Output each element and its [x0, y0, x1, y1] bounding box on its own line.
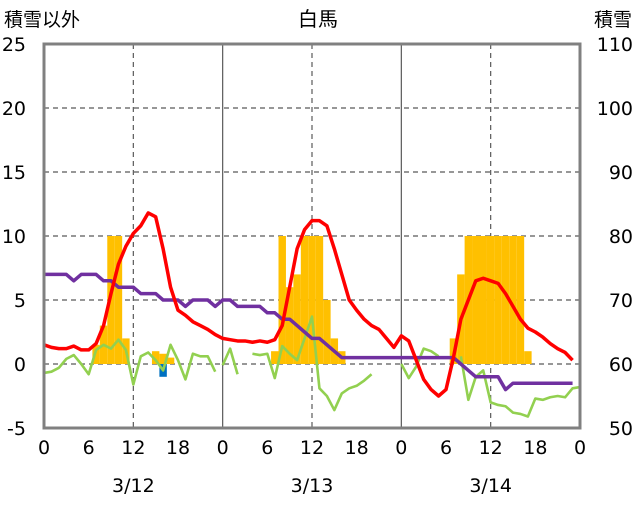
green-line-series	[252, 315, 373, 412]
date-label: 3/12	[112, 475, 155, 497]
green-line-series	[43, 338, 217, 386]
precipitation-bar	[516, 236, 525, 364]
plot-frame	[42, 42, 582, 430]
precipitation-bar	[300, 236, 309, 364]
temperature-line	[43, 211, 574, 398]
precipitation-bar	[479, 236, 487, 364]
x-tick-label: 6	[83, 437, 95, 459]
x-tick-label: 6	[440, 437, 452, 459]
y-axis-right-label: 積雪	[594, 9, 632, 31]
chart-title: 白馬	[298, 7, 338, 31]
x-tick-label: 12	[300, 437, 324, 459]
y-left-tick-label: 20	[2, 98, 26, 120]
precipitation-bar	[285, 287, 294, 364]
precipitation-bar	[92, 344, 100, 364]
y-left-tick-label: -5	[7, 418, 26, 440]
x-tick-label: 18	[345, 437, 369, 459]
y-right-tick-label: 110	[597, 34, 633, 56]
precipitation-bar	[114, 236, 123, 364]
x-tick-label: 18	[166, 437, 190, 459]
x-tick-label: 18	[523, 437, 547, 459]
y-left-tick-label: 0	[14, 354, 26, 376]
precipitation-bar	[293, 274, 301, 364]
date-label: 3/13	[291, 475, 334, 497]
x-tick-label: 0	[38, 437, 50, 459]
y-left-tick-label: 5	[14, 290, 26, 312]
x-tick-label: 12	[121, 437, 145, 459]
y-left-tick-label: 10	[2, 226, 26, 248]
frame-layer	[42, 42, 582, 430]
x-tick-label: 0	[574, 437, 586, 459]
precipitation-bar	[159, 353, 167, 364]
precipitation-bar	[509, 236, 517, 364]
snow-depth-line	[44, 272, 573, 392]
y-right-tick-label: 100	[597, 98, 633, 120]
precipitation-bar	[501, 236, 510, 364]
precipitation-bar	[271, 351, 279, 364]
y-left-tick-label: 25	[2, 34, 26, 56]
x-tick-label: 0	[217, 437, 229, 459]
y-right-tick-label: 80	[609, 226, 633, 248]
precipitation-bar	[494, 236, 502, 364]
green-line-series	[221, 347, 239, 375]
precipitation-bar	[323, 300, 331, 364]
y-left-tick-label: 15	[2, 162, 26, 184]
precipitation-bar	[486, 236, 495, 364]
precipitation-bar	[166, 357, 175, 364]
x-tick-label: 12	[479, 437, 503, 459]
lines-layer	[43, 211, 581, 418]
precipitation-bar	[524, 351, 532, 364]
precipitation-bar	[315, 236, 324, 364]
date-label: 3/14	[469, 475, 512, 497]
x-tick-label: 0	[395, 437, 407, 459]
precipitation-bar	[151, 351, 160, 364]
green-line-series	[459, 356, 581, 418]
precipitation-bar	[278, 236, 286, 364]
x-tick-label: 6	[261, 437, 273, 459]
y-right-tick-label: 60	[609, 354, 633, 376]
y-right-tick-label: 50	[609, 418, 633, 440]
y-right-tick-label: 70	[609, 290, 633, 312]
precipitation-bar	[472, 236, 480, 364]
y-axis-left-label: 積雪以外	[4, 9, 80, 31]
precipitation-bar	[308, 236, 316, 364]
y-right-tick-label: 90	[609, 162, 633, 184]
